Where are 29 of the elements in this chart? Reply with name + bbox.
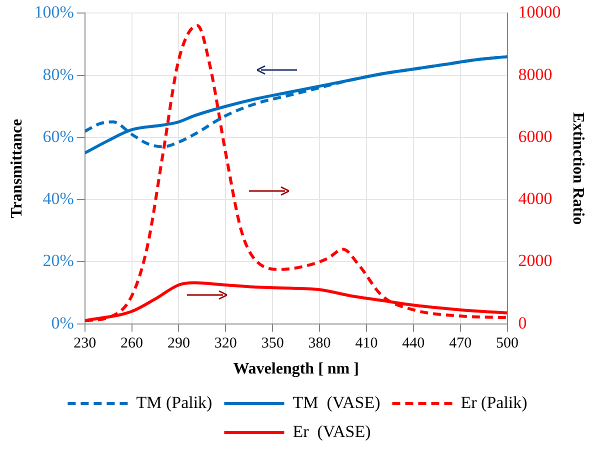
y2-tick-label: 8000 bbox=[518, 64, 552, 84]
x-tick-label: 470 bbox=[449, 336, 472, 352]
legend-label: Er (VASE) bbox=[292, 422, 371, 441]
y-axis-title: Transmittance bbox=[8, 118, 26, 218]
y-tick-label: 20% bbox=[42, 251, 74, 270]
x-tick-label: 410 bbox=[355, 336, 378, 352]
y2-tick-label: 10000 bbox=[518, 2, 561, 22]
legend-label: Er (Palik) bbox=[460, 392, 528, 412]
y-tick-label: 40% bbox=[42, 189, 74, 208]
y-tick-label: 0% bbox=[51, 313, 74, 332]
y2-axis-title: Extinction Ratio bbox=[569, 112, 586, 225]
y-tick-label: 80% bbox=[42, 64, 74, 84]
y2-tick-label: 0 bbox=[518, 313, 527, 332]
x-tick-label: 380 bbox=[308, 336, 331, 352]
legend-label: TM (VASE) bbox=[292, 392, 380, 412]
x-tick-label: 350 bbox=[261, 336, 284, 352]
y2-tick-label: 4000 bbox=[518, 189, 552, 208]
x-tick-label: 260 bbox=[120, 336, 144, 352]
x-tick-label: 290 bbox=[167, 336, 190, 352]
x-axis-title: Wavelength [ nm ] bbox=[233, 360, 359, 378]
x-tick-label: 440 bbox=[402, 336, 425, 352]
y2-tick-label: 6000 bbox=[518, 126, 552, 146]
x-tick-label: 230 bbox=[74, 336, 96, 352]
y-tick-label: 60% bbox=[42, 126, 74, 146]
x-tick-label: 500 bbox=[496, 336, 519, 352]
legend-label: TM (Palik) bbox=[136, 392, 212, 412]
y2-tick-label: 2000 bbox=[518, 251, 552, 270]
x-tick-label: 320 bbox=[214, 336, 237, 352]
y-tick-label: 100% bbox=[34, 2, 74, 22]
